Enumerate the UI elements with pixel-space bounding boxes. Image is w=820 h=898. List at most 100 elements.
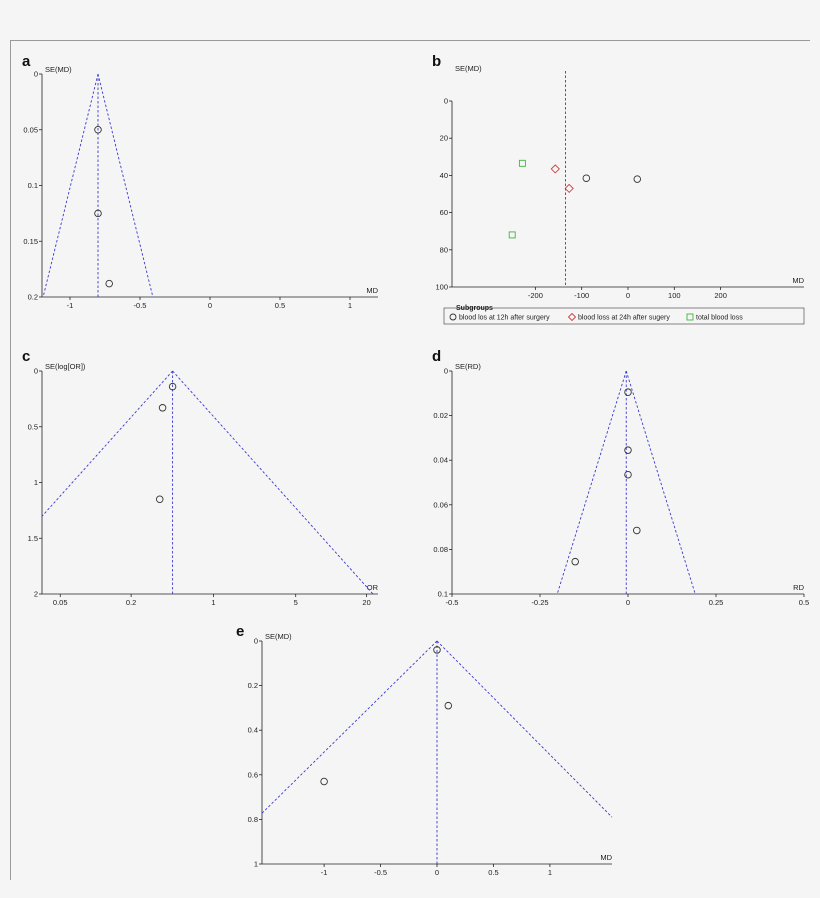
y-tick-label: 0.08 [433,545,448,554]
y-tick-label: 0 [444,367,448,376]
y-tick-label: 20 [440,134,448,143]
x-tick-label: 0 [208,301,212,310]
x-tick-label: -1 [67,301,74,310]
funnel-right-line [172,370,374,595]
x-tick-label: -200 [528,291,543,300]
y-axis-title: SE(MD) [455,64,482,73]
panel-letter: c [22,348,30,365]
funnel-right-line [436,640,613,818]
legend-entry-label: total blood loss [696,315,743,322]
legend-marker-diamond [567,312,577,322]
y-tick-label: 60 [440,208,448,217]
y-tick-label: 0 [34,70,38,79]
x-axis-title: MD [792,276,804,285]
x-tick-label: 200 [714,291,727,300]
funnel-left-line [556,370,627,595]
y-tick-label: 0.4 [248,726,258,735]
study-point-circle [94,125,102,134]
y-tick-label: 0.1 [28,181,38,190]
y-tick-label: 0 [254,637,258,646]
legend-entry-label: blood loss at 24h after sugery [578,315,670,322]
y-tick-label: 0.2 [28,293,38,302]
x-tick-label: 0.25 [709,598,724,607]
figure-frame [10,40,810,880]
panel-b: b 0 20 40 60 80 100 -200 -100 0 100 200 SE(MD) MD Subg… [432,53,805,325]
y-tick-label: 1 [34,478,38,487]
study-point-circle [168,382,177,391]
y-axis-title: SE(MD) [265,632,292,641]
panel-letter: a [22,53,31,70]
y-tick-label: 0.04 [433,456,448,465]
x-tick-label: -0.5 [134,301,147,310]
panel-d: d00.020.040.060.080.1-0.5 -0.25 0 0.25 0.5SE… [432,348,809,607]
legend-box [443,307,805,325]
funnel-left-line [42,73,99,298]
y-tick-label: 0.02 [433,411,448,420]
x-tick-label: -1 [321,868,328,877]
x-tick-label: 0 [626,598,630,607]
y-tick-label: 0.06 [433,500,448,509]
study-point-circle [624,446,632,454]
study-point-circle [444,701,453,710]
x-tick-label: -0.5 [446,598,459,607]
study-point-circle [158,404,167,412]
y-tick-label: 1 [254,860,258,869]
x-tick-label: 1 [548,868,552,877]
panel-e: e 0 0.2 0.4 0.6 0.8 1 -1 -0.5 0 0.5 1 SE(MD) MD [236,623,613,877]
x-tick-label: -0.5 [374,868,387,877]
legend-title: Subgroups [456,305,493,312]
x-tick-label: 5 [294,598,298,607]
study-point-diamond [564,183,574,194]
panel-a: a00.050.10.150.2-1 -0.5 0 0.5 1SE(MD)MD [22,53,379,310]
funnel-right-line [625,370,696,595]
y-tick-label: 0.8 [248,815,258,824]
study-point-circle [105,279,113,288]
x-axis-title: MD [600,853,612,862]
x-tick-label: -100 [574,291,589,300]
legend-entry-label: blood los at 12h after surgery [459,315,550,322]
y-tick-label: 80 [440,245,448,254]
y-axis-title: SE(log[OR]) [45,362,86,371]
study-point-circle [94,209,102,218]
funnel-left-line [41,370,173,517]
study-point-circle [633,175,642,183]
y-tick-label: 100 [435,283,448,292]
y-tick-label: 0.05 [23,125,38,134]
panel-c: c0 0.5 1 1.5 2 0.05 0.2 1 5 20 SE(log[OR]) OR [22,348,379,607]
x-axis-title: RD [793,583,804,592]
x-tick-label: 0.2 [126,598,136,607]
study-point-circle [320,777,328,786]
x-tick-label: 1 [348,301,352,310]
study-point-diamond [550,164,560,174]
legend-marker-circle [449,313,457,321]
panel-letter: b [432,53,441,70]
panel-letter: d [432,348,441,365]
funnel-right-line [97,73,154,298]
x-axis-title: OR [367,583,379,592]
study-point-circle [571,557,579,566]
study-point-square [518,159,526,167]
x-tick-label: 20 [362,598,370,607]
y-tick-label: 0.15 [23,237,38,246]
x-tick-label: 0.5 [799,598,809,607]
x-tick-label: 100 [668,291,681,300]
x-tick-label: 0 [626,291,630,300]
y-axis-title: SE(RD) [455,362,481,371]
x-tick-label: 0.5 [488,868,498,877]
panel-letter: e [236,623,244,640]
y-tick-label: 0.1 [438,590,448,599]
study-point-square [508,231,516,239]
legend: Subgroups blood los at 12h after surgery b… [443,305,805,325]
x-tick-label: -0.25 [531,598,548,607]
y-tick-label: 2 [34,590,38,599]
study-point-circle [624,470,632,479]
study-point-circle [155,495,164,503]
y-tick-label: 0 [34,367,38,376]
study-point-circle [433,646,441,654]
y-axis-title: SE(MD) [45,65,72,74]
x-axis-title: MD [366,286,378,295]
study-point-circle [582,174,591,182]
x-tick-label: 0 [435,868,439,877]
y-tick-label: 0.5 [28,422,38,431]
